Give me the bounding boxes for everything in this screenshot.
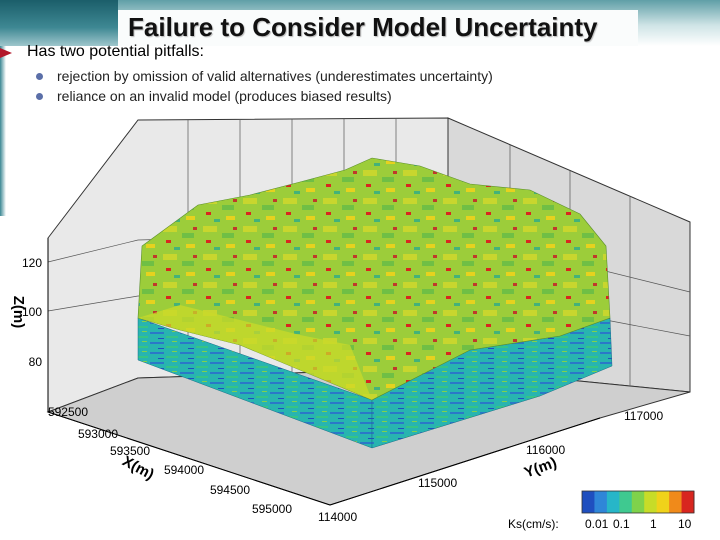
colorbar-tick: 10 [678,517,692,531]
z-axis: 120 100 80 Z(m) [10,256,42,369]
left-accent-strip [0,46,6,216]
colorbar-swatch [656,491,670,513]
bullet-dot-icon [36,92,43,100]
sub-bullet-1-text: rejection by omission of valid alternati… [57,68,493,84]
colorbar-label: Ks(cm/s): [508,517,559,531]
colorbar-swatch [582,491,595,513]
colorbar-swatch [644,491,658,513]
colorbar-swatch [606,491,620,513]
x-tick-label: 592500 [48,405,88,419]
z-tick-label: 80 [29,355,43,369]
bullet-arrow-icon [0,48,12,58]
x-tick-label: 593500 [110,444,150,458]
colorbar-swatch [619,491,633,513]
colorbar-tick: 1 [650,517,657,531]
z-tick-label: 120 [22,256,42,270]
volume-ridge [138,305,372,400]
z-axis-title: Z(m) [10,296,27,329]
colorbar-swatch [669,491,683,513]
x-tick-label: 594000 [164,463,204,477]
sub-bullet-2: reliance on an invalid model (produces b… [36,88,392,104]
y-axis-title: Y(m) [522,454,559,481]
y-tick-label: 115000 [418,476,457,490]
colorbar-swatches [582,491,695,513]
sub-bullet-2-text: reliance on an invalid model (produces b… [57,88,392,104]
bullet-dot-icon [36,72,43,80]
x-tick-label: 593000 [78,427,118,441]
slide-title: Failure to Consider Model Uncertainty [128,12,598,42]
y-tick-label: 114000 [318,510,357,524]
colorbar-swatch [594,491,608,513]
x-axis-title: X(m) [119,453,156,484]
x-tick-label: 594500 [210,483,250,497]
plot-axes [47,238,601,506]
title-box [118,10,638,46]
sub-bullet-1: rejection by omission of valid alternati… [36,68,493,84]
main-bullet: Has two potential pitfalls: [27,43,204,60]
y-tick-label: 117000 [624,409,663,423]
colorbar-swatch [681,491,695,513]
x-tick-label: 595000 [252,502,292,516]
colorbar-frame [581,490,695,514]
y-tick-label: 116000 [526,443,565,457]
colorbar-swatch [631,491,645,513]
colorbar: Ks(cm/s): 0.01 0.1 1 10 [508,490,695,531]
z-tick-label: 100 [22,305,42,319]
colorbar-tick: 0.01 [585,517,609,531]
colorbar-tick: 0.1 [613,517,630,531]
